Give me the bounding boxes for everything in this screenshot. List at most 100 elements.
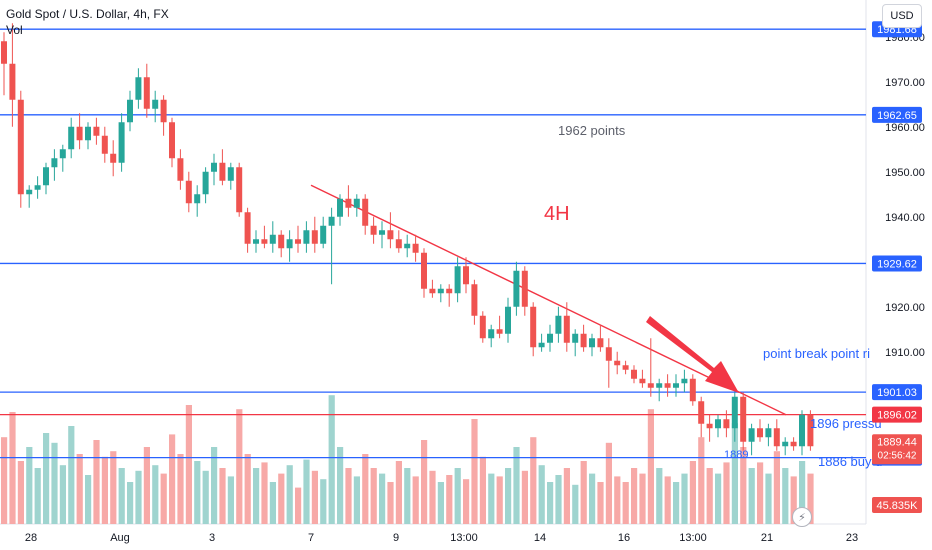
candle-body (244, 212, 251, 244)
volume-bar (118, 468, 125, 524)
volume-bar (160, 473, 167, 524)
volume-bar (597, 482, 604, 524)
candle-body (765, 428, 772, 438)
candle-body (9, 63, 16, 100)
price-tick-label: 1970.00 (885, 77, 925, 89)
candle-body (715, 419, 721, 429)
volume-badge (872, 497, 922, 513)
candle-body (337, 198, 343, 217)
volume-bar (505, 468, 512, 524)
candle-body (782, 441, 789, 447)
candle-body (345, 198, 352, 208)
time-tick-label: 13:00 (679, 532, 707, 544)
volume-bar (17, 461, 24, 524)
time-tick-label: 13:00 (450, 532, 478, 544)
level-price-badge (872, 255, 922, 272)
volume-bar (681, 473, 688, 524)
candle-body (689, 378, 696, 402)
volume-bar (731, 423, 738, 524)
annotation-4h: 4H (544, 203, 570, 225)
volume-bar (303, 459, 310, 524)
candle-body (773, 428, 780, 447)
candle-body (110, 153, 117, 163)
candle-body (143, 77, 150, 109)
volume-bar (782, 468, 789, 524)
currency-selector[interactable]: USD (882, 4, 922, 28)
candle-body (471, 284, 478, 316)
volume-bar (236, 409, 243, 524)
annotation-1962-points: 1962 points (558, 123, 626, 138)
candle-body (530, 306, 537, 348)
time-tick-label: 9 (393, 532, 399, 544)
volume-bar (706, 468, 713, 524)
candle-body (387, 230, 394, 240)
candle-body (463, 266, 469, 285)
candle-body (202, 171, 209, 195)
candle-body (160, 99, 167, 123)
level-price-badge (872, 106, 922, 123)
candle-body (43, 167, 49, 186)
volume-bar (463, 479, 470, 524)
candle-body (673, 383, 679, 388)
candle-body (547, 333, 553, 343)
symbol-title[interactable]: Gold Spot / U.S. Dollar, 4h, FX (6, 7, 169, 21)
candle-body (513, 270, 520, 307)
candle-body (194, 194, 201, 204)
volume-bar (93, 440, 100, 524)
candle-body (555, 315, 562, 334)
volume-bar (227, 476, 234, 524)
candle-body (227, 167, 234, 181)
current-price-label: 1889.44 (877, 436, 917, 448)
candle-body (135, 77, 142, 100)
candle-body (370, 225, 377, 235)
volume-bar (337, 447, 344, 524)
candle-body (614, 360, 621, 366)
candle-body (286, 239, 293, 249)
candle-body (437, 288, 444, 294)
volume-bar (76, 454, 83, 524)
volume-bar (673, 482, 680, 524)
price-tick-label: 1950.00 (885, 167, 925, 179)
candle-body (59, 149, 66, 159)
candle-body (152, 99, 159, 109)
volume-bar (143, 447, 150, 524)
volume-bar (295, 487, 302, 524)
volume-bar (320, 479, 327, 524)
volume-bar (790, 476, 797, 524)
volume-bar (51, 442, 58, 524)
level-price-badge-label: 1962.65 (877, 110, 917, 122)
volume-bar (446, 475, 453, 524)
volume-bar (59, 465, 66, 524)
volume-bar (244, 454, 251, 524)
volume-bar (211, 447, 218, 524)
candle-body (404, 243, 411, 249)
volume-bar (580, 461, 587, 524)
volume-indicator-label[interactable]: Vol (6, 23, 23, 37)
level-price-badge (872, 406, 922, 423)
candle-body (51, 158, 58, 168)
volume-bar (521, 470, 528, 524)
time-tick-label: 16 (618, 532, 630, 544)
candle-body (177, 158, 184, 181)
volume-bar (555, 475, 562, 524)
candle-body (311, 230, 318, 244)
candle-body (622, 365, 629, 370)
candle-body (101, 135, 108, 154)
candle-body (631, 369, 637, 379)
volume-bar (799, 461, 806, 524)
volume-bar (43, 433, 50, 524)
candle-body (362, 198, 369, 226)
volume-bar (471, 419, 478, 524)
volume-bar (773, 451, 780, 524)
candle-body (169, 122, 175, 159)
volume-bar (219, 468, 226, 524)
lightning-icon[interactable]: ⚡ (792, 507, 812, 527)
candle-body (521, 270, 528, 307)
candle-body (421, 252, 427, 289)
candle-body (757, 428, 763, 438)
time-tick-label: 23 (846, 532, 858, 544)
candle-body (639, 378, 646, 384)
volume-bar (698, 437, 705, 524)
volume-bar (152, 465, 159, 524)
